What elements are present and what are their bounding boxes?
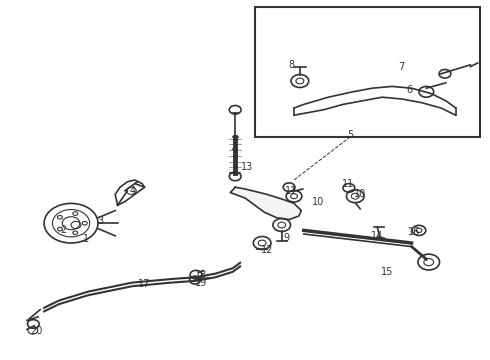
Text: 7: 7 (399, 62, 405, 72)
Text: 12: 12 (261, 245, 273, 255)
Text: 16: 16 (408, 227, 420, 237)
Polygon shape (230, 187, 301, 220)
Text: 10: 10 (354, 189, 366, 199)
Text: 13: 13 (241, 162, 254, 172)
Text: 20: 20 (30, 326, 43, 336)
Text: 1: 1 (83, 234, 89, 244)
Text: 3: 3 (98, 216, 103, 226)
Text: 15: 15 (381, 267, 393, 277)
Text: 5: 5 (347, 130, 353, 140)
Text: 10: 10 (313, 197, 325, 207)
Text: 4: 4 (129, 186, 135, 196)
Text: 11: 11 (285, 186, 297, 196)
Text: 14: 14 (371, 231, 384, 241)
Text: 18: 18 (195, 270, 207, 280)
Text: 6: 6 (406, 85, 412, 95)
Text: 2: 2 (61, 225, 67, 235)
Text: 9: 9 (284, 233, 290, 243)
Text: 19: 19 (195, 278, 207, 288)
Bar (255, 7, 480, 137)
Text: 17: 17 (138, 279, 151, 289)
Text: 11: 11 (342, 179, 354, 189)
Text: 8: 8 (289, 60, 294, 70)
